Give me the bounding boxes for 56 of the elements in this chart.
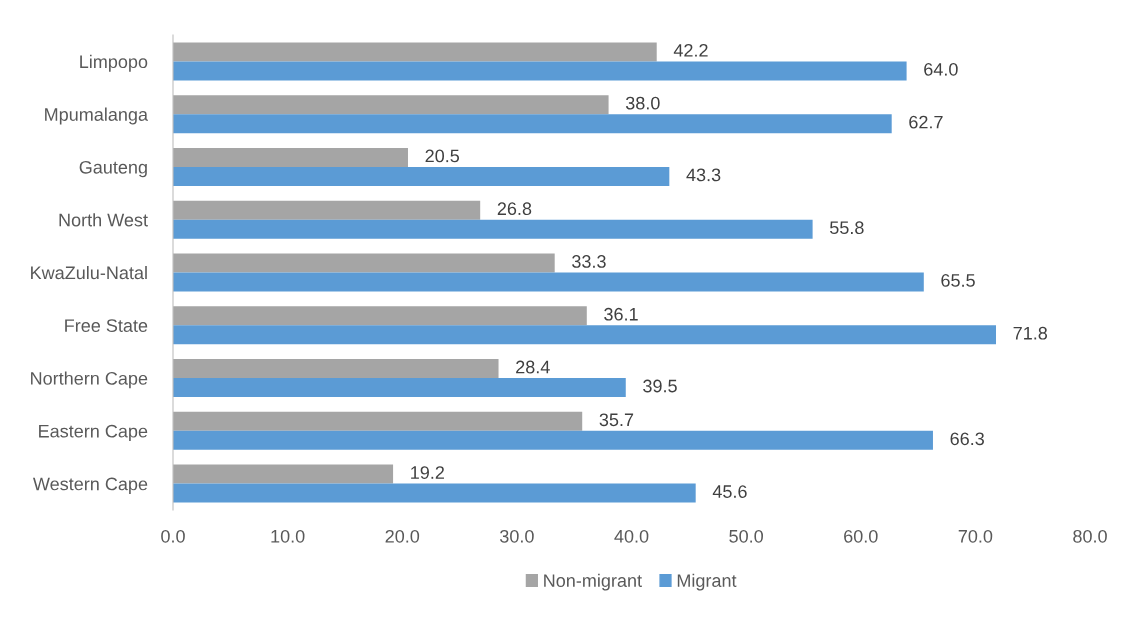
- bar: [173, 430, 933, 450]
- x-tick-label: 0.0: [161, 529, 185, 543]
- bar: [173, 114, 892, 134]
- legend-label: Migrant: [677, 573, 737, 591]
- bar: [173, 411, 583, 431]
- y-tick-label: Mpumalanga: [45, 107, 149, 125]
- x-tick-label: 50.0: [729, 529, 763, 543]
- bar: [173, 147, 408, 167]
- bar: [173, 166, 670, 186]
- data-label: 20.5: [425, 149, 460, 163]
- y-tick-label: Western Cape: [33, 477, 148, 494]
- data-label: 66.3: [950, 432, 984, 446]
- bar: [173, 95, 609, 115]
- data-label: 71.8: [1013, 326, 1048, 340]
- y-tick-label: KwaZulu-Natal: [31, 265, 147, 280]
- data-label: 43.3: [686, 168, 721, 182]
- x-tick-label: 40.0: [614, 529, 649, 543]
- data-label: 39.5: [643, 379, 677, 393]
- x-tick-label: 10.0: [271, 529, 305, 543]
- x-tick-label: 20.0: [385, 529, 420, 543]
- x-tick-label: 30.0: [499, 529, 534, 543]
- bar: [173, 200, 481, 220]
- x-tick-label: 60.0: [844, 529, 878, 543]
- data-label: 26.8: [497, 202, 532, 216]
- data-label: 45.6: [712, 485, 747, 498]
- x-tick-label: 70.0: [958, 529, 993, 543]
- data-label: 38.0: [625, 96, 660, 110]
- data-label: 33.3: [572, 255, 606, 268]
- y-tick-label: Eastern Cape: [39, 424, 148, 442]
- data-label: 19.2: [411, 466, 444, 479]
- bar: [173, 378, 626, 398]
- data-label: 65.5: [941, 274, 975, 287]
- y-tick-label: Gauteng: [79, 160, 147, 178]
- bar: [173, 359, 499, 379]
- legend-label: Non-migrant: [544, 573, 642, 591]
- y-tick-label: North West: [59, 213, 148, 227]
- bar: [173, 61, 907, 81]
- data-label: 55.8: [830, 221, 864, 235]
- bar: [173, 253, 555, 273]
- y-tick-label: Free State: [65, 319, 148, 332]
- bar: [173, 483, 696, 503]
- y-tick-label: Northern Cape: [31, 371, 148, 389]
- bar: [173, 219, 813, 239]
- data-label: 36.1: [604, 307, 638, 321]
- bar: [173, 306, 587, 326]
- data-label: 28.4: [516, 360, 550, 374]
- bar: [173, 325, 997, 345]
- y-tick-label: Limpopo: [80, 54, 148, 72]
- x-tick-label: 80.0: [1073, 529, 1107, 543]
- data-label: 35.7: [599, 413, 634, 427]
- bar: [173, 272, 924, 292]
- bar: [173, 464, 394, 484]
- data-label: 64.0: [924, 62, 958, 76]
- data-label: 62.7: [909, 115, 943, 129]
- data-label: 42.2: [673, 43, 708, 57]
- bar: [173, 42, 657, 62]
